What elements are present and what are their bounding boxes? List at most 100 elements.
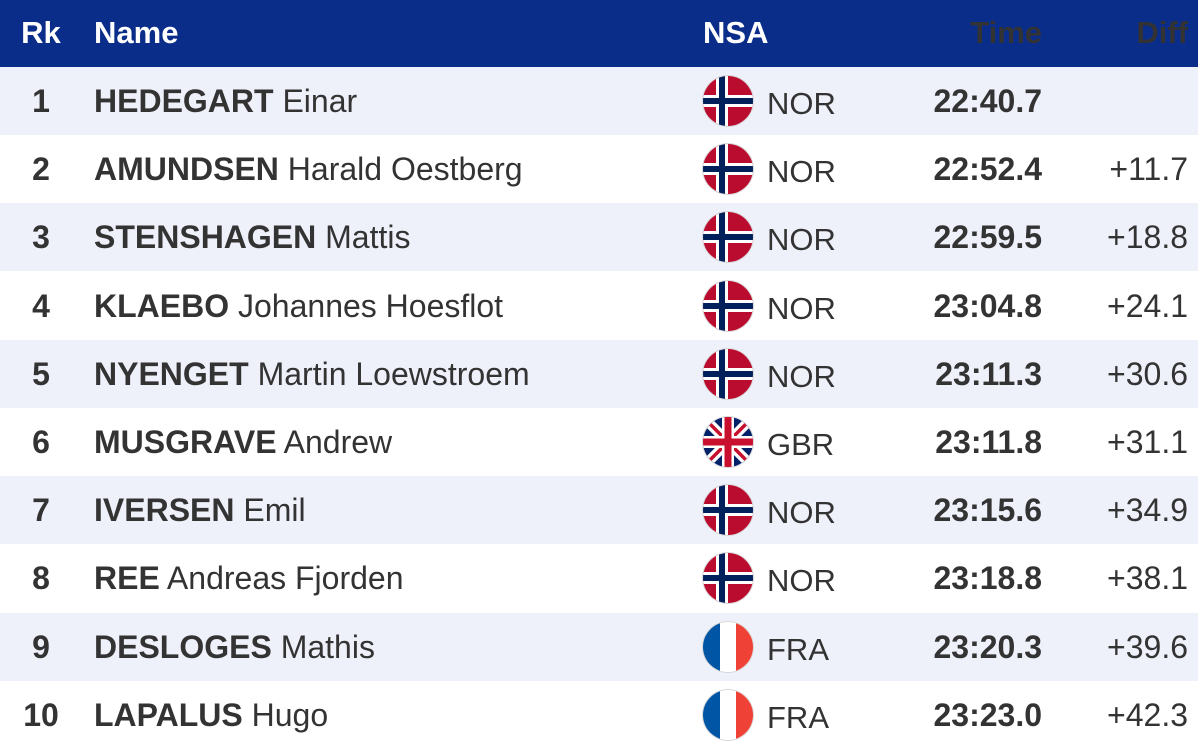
- nsa-cell: NOR: [703, 553, 836, 604]
- athlete-given-name: Andrew: [283, 424, 393, 460]
- nsa-cell: FRA: [703, 689, 829, 740]
- france-flag-icon: [703, 689, 753, 740]
- athlete-name[interactable]: MUSGRAVE Andrew: [94, 422, 392, 462]
- time-cell: 22:59.5: [933, 219, 1042, 256]
- table-row[interactable]: 1 HEDEGART Einar NOR 22:40.7: [0, 67, 1198, 135]
- nsa-code: NOR: [767, 86, 836, 121]
- athlete-name[interactable]: DESLOGES Mathis: [94, 627, 375, 667]
- norway-flag-icon: [703, 212, 753, 263]
- nsa-cell: NOR: [703, 280, 836, 331]
- athlete-name[interactable]: AMUNDSEN Harald Oestberg: [94, 149, 523, 189]
- athlete-given-name: Johannes Hoesflot: [238, 287, 504, 324]
- table-row[interactable]: 6 MUSGRAVE Andrew GBR 23:11.8 +31.1: [0, 408, 1198, 476]
- header-diff[interactable]: Diff: [1136, 15, 1188, 50]
- rank-cell: 9: [32, 628, 50, 665]
- nsa-cell: GBR: [703, 417, 834, 467]
- athlete-given-name: Emil: [243, 492, 306, 529]
- nsa-code: NOR: [767, 290, 836, 326]
- diff-cell: +31.1: [1107, 424, 1188, 460]
- athlete-given-name: Harald Oestberg: [287, 151, 523, 188]
- nsa-cell: FRA: [703, 621, 829, 672]
- nsa-code: NOR: [767, 154, 836, 190]
- table-row[interactable]: 5 NYENGET Martin Loewstroem NOR 23:11.3 +30.…: [0, 339, 1198, 408]
- rank-cell: 8: [32, 560, 50, 597]
- header-time[interactable]: Time: [970, 15, 1042, 50]
- time-cell: 23:23.0: [933, 696, 1042, 733]
- diff-cell: +42.3: [1107, 696, 1188, 733]
- rank-cell: 1: [32, 83, 50, 119]
- rank-cell: 3: [32, 219, 50, 256]
- table-header: Rk Name NSA Time Diff: [0, 0, 1198, 67]
- nsa-code: FRA: [767, 699, 829, 735]
- table-row[interactable]: 3 STENSHAGEN Mattis NOR 22:59.5 +18.8: [0, 203, 1198, 272]
- time-cell: 23:20.3: [933, 628, 1042, 665]
- nsa-cell: NOR: [703, 485, 836, 536]
- athlete-name[interactable]: LAPALUS Hugo: [94, 695, 328, 735]
- france-flag-icon: [703, 621, 753, 672]
- norway-flag-icon: [703, 280, 753, 331]
- norway-flag-icon: [703, 348, 753, 399]
- athlete-surname: STENSHAGEN: [94, 219, 317, 256]
- table-row[interactable]: 4 KLAEBO Johannes Hoesflot NOR 23:04.8 +24.1: [0, 271, 1198, 340]
- table-row[interactable]: 2 AMUNDSEN Harald Oestberg NOR 22:52.4 +11.7: [0, 135, 1198, 204]
- nsa-code: GBR: [767, 427, 835, 462]
- rank-cell: 5: [32, 355, 50, 392]
- nsa-cell: NOR: [703, 348, 836, 399]
- rank-cell: 6: [32, 424, 50, 460]
- athlete-given-name: Mathis: [280, 628, 375, 665]
- diff-cell: +34.9: [1107, 492, 1188, 529]
- nsa-code: NOR: [767, 563, 836, 599]
- header-rank[interactable]: Rk: [21, 15, 61, 50]
- diff-cell: +38.1: [1107, 560, 1188, 597]
- table-row[interactable]: 9 DESLOGES Mathis FRA 23:20.3 +39.6: [0, 612, 1198, 681]
- athlete-surname: LAPALUS: [94, 696, 243, 733]
- time-cell: 23:11.3: [935, 355, 1042, 392]
- athlete-given-name: Mattis: [325, 219, 411, 256]
- table-row[interactable]: 7 IVERSEN Emil NOR 23:15.6 +34.9: [0, 476, 1198, 545]
- nsa-code: NOR: [767, 495, 836, 531]
- time-cell: 23:11.8: [935, 424, 1042, 460]
- athlete-given-name: Andreas Fjorden: [166, 560, 404, 597]
- athlete-given-name: Einar: [282, 83, 358, 119]
- athlete-surname: MUSGRAVE: [94, 424, 277, 460]
- athlete-name[interactable]: STENSHAGEN Mattis: [94, 217, 410, 257]
- athlete-surname: KLAEBO: [94, 287, 230, 324]
- diff-cell: +11.7: [1109, 151, 1188, 188]
- table-row[interactable]: 10 LAPALUS Hugo FRA 23:23.0 +42.3: [0, 680, 1198, 749]
- nsa-code: NOR: [767, 358, 836, 394]
- norway-flag-icon: [703, 553, 753, 604]
- athlete-name[interactable]: HEDEGART Einar: [94, 81, 357, 121]
- diff-cell: +18.8: [1107, 219, 1188, 256]
- athlete-name[interactable]: REE Andreas Fjorden: [94, 558, 404, 598]
- athlete-given-name: Martin Loewstroem: [257, 355, 530, 392]
- norway-flag-icon: [703, 485, 753, 536]
- athlete-name[interactable]: IVERSEN Emil: [94, 490, 306, 530]
- norway-flag-icon: [703, 144, 753, 195]
- norway-flag-icon: [703, 76, 753, 126]
- time-cell: 23:15.6: [933, 492, 1042, 529]
- uk-flag-icon: [703, 417, 753, 467]
- athlete-surname: NYENGET: [94, 355, 249, 392]
- diff-cell: +24.1: [1107, 287, 1188, 324]
- athlete-surname: DESLOGES: [94, 628, 272, 665]
- nsa-code: NOR: [767, 222, 836, 258]
- nsa-cell: NOR: [703, 212, 836, 263]
- header-name[interactable]: Name: [94, 15, 179, 50]
- athlete-surname: REE: [94, 560, 160, 597]
- table-row[interactable]: 8 REE Andreas Fjorden NOR 23:18.8 +38.1: [0, 544, 1198, 613]
- rank-cell: 4: [32, 287, 50, 324]
- header-nsa[interactable]: NSA: [703, 15, 769, 50]
- time-cell: 22:52.4: [933, 151, 1042, 188]
- athlete-surname: AMUNDSEN: [94, 151, 279, 188]
- rank-cell: 2: [32, 151, 50, 188]
- diff-cell: +39.6: [1107, 628, 1188, 665]
- time-cell: 23:18.8: [933, 560, 1042, 597]
- athlete-given-name: Hugo: [251, 696, 329, 733]
- athlete-name[interactable]: KLAEBO Johannes Hoesflot: [94, 286, 503, 326]
- nsa-cell: NOR: [703, 144, 836, 195]
- nsa-code: FRA: [767, 631, 829, 667]
- time-cell: 23:04.8: [933, 287, 1042, 324]
- athlete-name[interactable]: NYENGET Martin Loewstroem: [94, 354, 530, 394]
- time-cell: 22:40.7: [933, 83, 1042, 119]
